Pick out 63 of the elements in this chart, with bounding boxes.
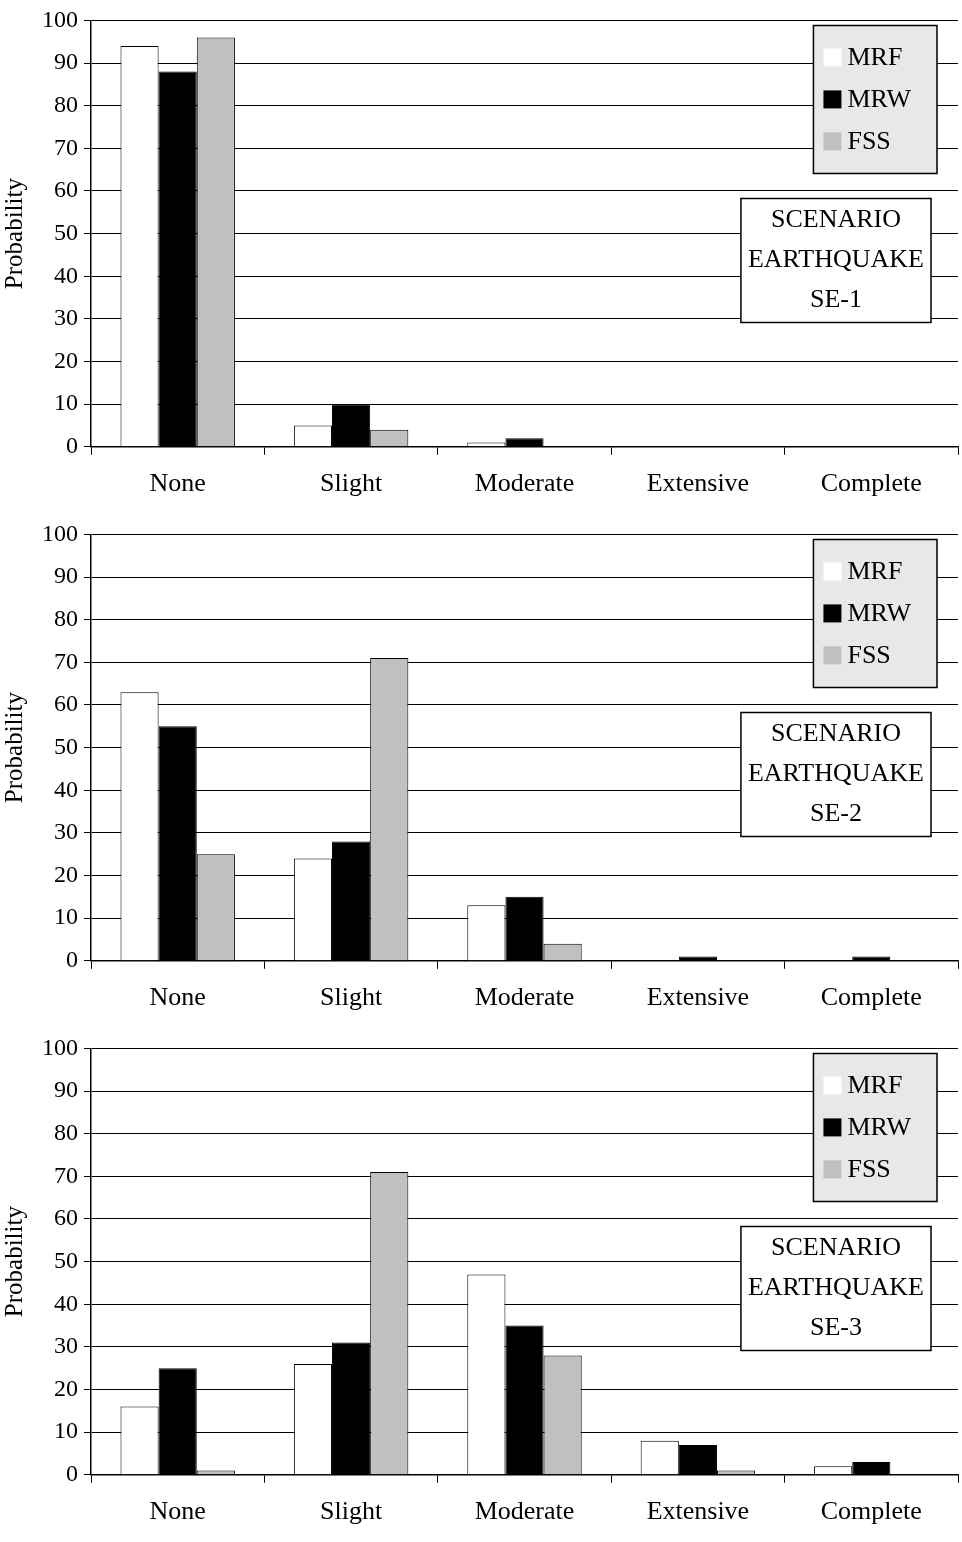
x-tick-label: Extensive (646, 468, 750, 498)
y-tick-label: 40 (54, 1289, 78, 1316)
y-tick-label: 90 (54, 562, 78, 589)
y-tick-label: 80 (54, 604, 78, 631)
y-tick-label: 0 (66, 946, 78, 973)
x-tick-label: Moderate (474, 982, 575, 1012)
legend-label: FSS (847, 126, 891, 156)
y-axis-title: Probability (0, 691, 27, 804)
y-axis-title: Probability (0, 1205, 27, 1318)
x-tick-label: Complete (820, 1496, 922, 1526)
y-tick-label: 0 (66, 1460, 78, 1487)
x-tick-label: Slight (320, 982, 383, 1012)
y-tick-label: 10 (54, 389, 78, 416)
legend-label: MRW (847, 84, 912, 114)
y-tick-label: 10 (54, 903, 78, 930)
x-tick-label: Extensive (646, 1496, 750, 1526)
y-tick-label: 50 (54, 218, 78, 245)
y-tick-label: 20 (54, 860, 78, 887)
y-tick-label: 60 (54, 1204, 78, 1231)
y-axis-title: Probability (0, 177, 27, 290)
y-tick-label: 70 (54, 1161, 78, 1188)
x-tick-label: Moderate (474, 1496, 575, 1526)
x-tick-label: Complete (820, 468, 922, 498)
y-tick-label: 30 (54, 304, 78, 331)
y-tick-label: 30 (54, 1332, 78, 1359)
annotation: SCENARIO EARTHQUAKE SE-2 (747, 718, 924, 828)
y-tick-label: 0 (66, 432, 78, 459)
y-tick-label: 100 (42, 1033, 78, 1060)
y-tick-label: 40 (54, 775, 78, 802)
y-tick-label: 100 (42, 5, 78, 32)
y-tick-label: 100 (42, 519, 78, 546)
legend-label: MRF (847, 1070, 903, 1100)
legend-label: MRW (847, 1112, 912, 1142)
y-tick-label: 20 (54, 1374, 78, 1401)
y-tick-label: 60 (54, 690, 78, 717)
y-tick-label: 90 (54, 1076, 78, 1103)
y-tick-label: 10 (54, 1417, 78, 1444)
x-tick-label: Complete (820, 982, 922, 1012)
y-tick-label: 20 (54, 346, 78, 373)
y-tick-label: 70 (54, 647, 78, 674)
legend-label: FSS (847, 640, 891, 670)
legend-label: MRW (847, 598, 912, 628)
x-tick-label: Slight (320, 468, 383, 498)
y-tick-label: 90 (54, 48, 78, 75)
x-tick-label: Moderate (474, 468, 575, 498)
y-tick-label: 60 (54, 176, 78, 203)
y-tick-label: 50 (54, 732, 78, 759)
legend-label: FSS (847, 1154, 891, 1184)
x-tick-label: Slight (320, 1496, 383, 1526)
y-tick-label: 30 (54, 818, 78, 845)
y-tick-label: 70 (54, 133, 78, 160)
annotation: SCENARIO EARTHQUAKE SE-3 (747, 1232, 924, 1342)
x-tick-label: None (149, 982, 206, 1012)
y-tick-label: 80 (54, 1118, 78, 1145)
x-tick-label: Extensive (646, 982, 750, 1012)
annotation: SCENARIO EARTHQUAKE SE-1 (747, 204, 924, 314)
y-tick-label: 80 (54, 90, 78, 117)
x-tick-label: None (149, 468, 206, 498)
y-tick-label: 50 (54, 1246, 78, 1273)
y-tick-label: 40 (54, 261, 78, 288)
x-tick-label: None (149, 1496, 206, 1526)
legend-label: MRF (847, 556, 903, 586)
legend-label: MRF (847, 42, 903, 72)
